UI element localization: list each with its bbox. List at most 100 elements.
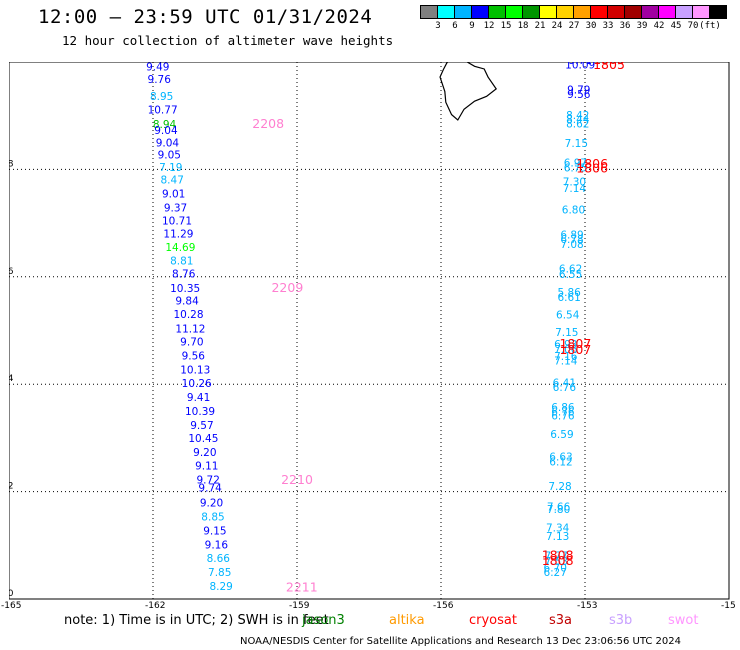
wave-height-value: 9.79 (567, 85, 590, 97)
pass-time-label: 2209 (271, 280, 303, 295)
wave-height-value: 7.28 (548, 481, 571, 493)
wave-height-value: 7.34 (546, 522, 570, 534)
wave-height-value: 9.74 (198, 483, 222, 495)
wave-height-value: 8.76 (172, 268, 196, 280)
wave-height-value: 9.71 (569, 62, 592, 67)
color-scale-swatch (692, 5, 710, 19)
x-tick-label: -162 (145, 601, 166, 611)
pass-time-label: 1806 (576, 156, 608, 171)
wave-height-value: 8.94 (153, 119, 177, 131)
wave-height-value: 8.85 (201, 512, 224, 524)
wave-height-value: 8.81 (170, 255, 193, 267)
wave-height-value: 6.97 (564, 158, 587, 170)
x-tick-label: -15 (721, 601, 736, 611)
pass-time-label: 1805 (593, 62, 625, 72)
satellite-legend-altika: altika (389, 613, 425, 628)
wave-height-map: 2018161412109.499.768.9510.778.949.049.0… (9, 62, 730, 600)
color-scale-swatch (522, 5, 540, 19)
color-scale-labels: 3 6 9 12 15 18 21 24 27 30 33 36 39 42 45 70 (ft) (421, 21, 740, 35)
wave-height-value: 9.05 (158, 150, 181, 162)
color-scale-swatch (539, 5, 557, 19)
credit-line: NOAA/NESDIS Center for Satellite Applica… (240, 636, 682, 647)
wave-height-value: 9.15 (203, 526, 226, 538)
pass-time-label: 1806 (576, 161, 608, 176)
y-tick-label: 14 (9, 374, 14, 384)
color-scale-swatch (590, 5, 608, 19)
wave-height-value: 9.41 (187, 392, 210, 404)
color-scale-label: 30 (585, 21, 597, 31)
wave-height-value: 9.49 (146, 62, 169, 74)
color-scale-label: 42 (653, 21, 665, 31)
pass-time-label: 2208 (252, 116, 284, 131)
wave-height-value: 8.62 (566, 119, 589, 131)
color-scale-swatch (675, 5, 693, 19)
color-scale-swatch (454, 5, 472, 19)
wave-height-value: 6.86 (551, 402, 575, 414)
wave-height-value: 6.76 (551, 411, 575, 423)
wave-height-value: 9.76 (148, 74, 172, 86)
wave-height-value: 8.29 (209, 581, 232, 593)
wave-height-value: 6.80 (562, 204, 585, 216)
wave-height-value: 7.53 (545, 556, 568, 568)
wave-height-value: 7.15 (565, 138, 588, 150)
wave-height-value: 10.13 (180, 364, 210, 376)
wave-height-value: 6.70 (544, 563, 567, 575)
wave-height-value: 9.01 (162, 188, 185, 200)
color-scale-swatch (488, 5, 506, 19)
y-tick-label: 16 (9, 267, 14, 277)
wave-height-value: 9.20 (193, 447, 216, 459)
wave-height-value: 9.04 (156, 137, 180, 149)
wave-height-value: 10.26 (182, 378, 212, 390)
wave-height-value: 6.76 (553, 382, 577, 394)
pass-time-label: 1808 (542, 547, 574, 562)
wave-height-value: 10.09 (565, 62, 595, 71)
wave-height-value: 9.20 (200, 498, 223, 510)
wave-height-value: 6.41 (553, 377, 576, 389)
color-scale-swatch (437, 5, 455, 19)
color-scale-label: 9 (469, 21, 475, 31)
island-outline (439, 62, 498, 121)
x-tick-label: -159 (289, 601, 310, 611)
wave-height-value: 6.61 (557, 292, 580, 304)
wave-height-value: 7.06 (554, 344, 578, 356)
x-tick-label: -153 (577, 601, 598, 611)
pass-time-label: 2211 (286, 579, 318, 594)
y-tick-label: 10 (9, 589, 14, 599)
wave-height-value: 11.12 (175, 324, 205, 336)
color-scale-label: 36 (619, 21, 631, 31)
color-scale-label: 6 (452, 21, 458, 31)
wave-height-value: 10.71 (162, 216, 192, 228)
wave-height-value: 10.39 (185, 406, 215, 418)
page-title: 12:00 — 23:59 UTC 01/31/2024 (38, 6, 373, 28)
wave-height-value: 5.86 (557, 287, 581, 299)
color-scale-swatch (709, 5, 727, 19)
satellite-legend-swot: swot (668, 613, 699, 628)
wave-height-value: 9.37 (164, 202, 187, 214)
wave-height-value: 6.93 (554, 339, 577, 351)
wave-height-value: 7.77 (545, 550, 568, 562)
wave-height-value: 8.95 (150, 91, 173, 103)
wave-height-value: 10.35 (170, 283, 200, 295)
wave-height-value: 9.16 (205, 540, 229, 552)
wave-height-value: 7.85 (208, 567, 231, 579)
color-scale-label: 15 (500, 21, 512, 31)
color-scale-label: 45 (670, 21, 682, 31)
wave-height-value: 7.66 (547, 501, 571, 513)
pass-time-label: 2210 (281, 472, 313, 487)
pass-time-label: 1807 (559, 336, 591, 351)
color-scale-label: 27 (568, 21, 580, 31)
wave-height-value: 9.04 (154, 125, 178, 137)
color-scale-label: 33 (602, 21, 614, 31)
wave-height-value: 6.78 (560, 234, 583, 246)
wave-height-value: 8.42 (566, 110, 589, 122)
wave-height-value: 7.14 (554, 355, 578, 367)
wave-height-value: 6.89 (560, 230, 583, 242)
color-scale-label: 18 (517, 21, 529, 31)
satellite-legend-jason3: jason3 (302, 613, 345, 628)
wave-height-value: 10.28 (173, 309, 203, 321)
color-scale-label: 39 (636, 21, 648, 31)
y-tick-label: 12 (9, 482, 13, 492)
units-note: note: 1) Time is in UTC; 2) SWH is in fe… (64, 613, 329, 628)
color-scale-label: 70 (687, 21, 699, 31)
wave-height-value: 10.77 (148, 105, 178, 117)
